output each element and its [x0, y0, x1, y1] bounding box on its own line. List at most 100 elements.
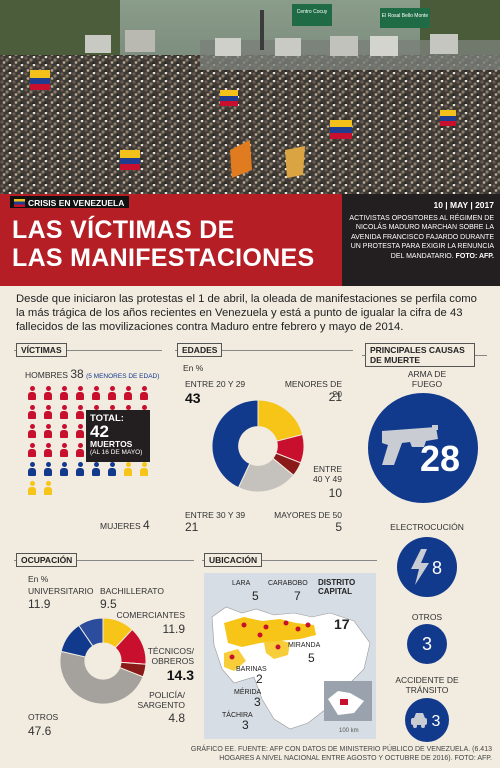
photo-caption: ACTIVISTAS OPOSITORES AL RÉGIMEN DE NICO…	[344, 214, 494, 261]
man-figure-icon	[60, 405, 68, 419]
man-figure-icon	[60, 462, 68, 476]
venezuela-map: 100 km	[204, 573, 376, 739]
man-figure-icon	[60, 386, 68, 400]
edades-label-40-49: ENTRE 40 Y 49	[313, 464, 342, 484]
edades-heading: EDADES	[177, 343, 223, 357]
man-figure-icon	[76, 443, 84, 457]
ocupacion-label-tecnicos: TÉCNICOS/ OBREROS	[147, 646, 194, 666]
men-row: HOMBRES 38 (5 MENORES DE EDAD)	[25, 367, 159, 381]
photo-date: 10 | MAY | 2017	[433, 200, 494, 210]
causas-heading: PRINCIPALES CAUSAS DE MUERTE	[365, 343, 475, 367]
man-figure-icon	[92, 386, 100, 400]
man-figure-icon	[44, 424, 52, 438]
svg-text:El Rosal Bello Monte: El Rosal Bello Monte	[382, 13, 429, 19]
ocupacion-label-universitario: UNIVERSITARIO	[28, 586, 94, 596]
protest-photo: Centro Cocuy El Rosal Bello Monte	[0, 0, 500, 194]
page-title-line2: LAS MANIFESTACIONES	[12, 244, 315, 272]
road-sign	[292, 4, 332, 26]
map-value-miranda: 5	[308, 651, 315, 665]
causa-label-electrocucion: ELECTROCUCIÓN	[390, 522, 464, 532]
map-value-carabobo: 7	[294, 589, 301, 603]
map-label-barinas: BARINAS	[236, 666, 267, 673]
map-value-distrito-capital: 17	[334, 616, 350, 632]
man-figure-icon	[108, 462, 116, 476]
ocupacion-donut-chart	[59, 617, 147, 705]
edades-slice	[211, 399, 259, 489]
photo-credit: FOTO: AFP.	[455, 252, 494, 260]
woman-figure-icon	[44, 481, 52, 495]
edades-label-mayores-50: MAYORES DE 50	[274, 510, 342, 520]
man-figure-icon	[76, 386, 84, 400]
edades-donut-chart	[211, 399, 305, 493]
men-note: (5 MENORES DE EDAD)	[86, 373, 160, 380]
map-value-merida: 3	[254, 695, 261, 709]
causa-circle-electrocucion: 8	[397, 537, 457, 597]
man-figure-icon	[28, 443, 36, 457]
total-box: TOTAL: 42 MUERTOS (AL 16 DE MAYO)	[86, 410, 150, 462]
ocupacion-label-bachillerato: BACHILLERATO	[100, 586, 164, 596]
causa-label-otros: OTROS	[411, 612, 443, 622]
lead-paragraph: Desde que iniciaron las protestas el 1 d…	[16, 293, 477, 333]
map-label-miranda: MIRANDA	[288, 642, 321, 649]
man-figure-icon	[60, 443, 68, 457]
man-figure-icon	[76, 462, 84, 476]
ocupacion-slice	[59, 650, 144, 705]
victimas-heading: VÍCTIMAS	[16, 343, 67, 357]
car-icon	[411, 713, 427, 728]
pistol-icon	[382, 425, 438, 465]
ocupacion-label-otros: OTROS	[28, 712, 59, 722]
man-figure-icon	[76, 424, 84, 438]
man-figure-icon	[108, 386, 116, 400]
map-value-barinas: 2	[256, 672, 263, 686]
man-figure-icon	[140, 386, 148, 400]
map-value-tachira: 3	[242, 718, 249, 732]
causa-circle-arma: 28	[368, 393, 478, 503]
causa-circle-accidente: 3	[405, 698, 449, 742]
map-label-carabobo: CARABOBO	[268, 580, 308, 587]
map-value-lara: 5	[252, 589, 259, 603]
edades-value-40-49: 10	[328, 486, 342, 500]
total-date: (AL 16 DE MAYO)	[90, 449, 143, 456]
edades-slice	[257, 399, 304, 442]
map-scale: 100 km	[339, 728, 359, 734]
header-band: CRISIS EN VENEZUELA LAS VÍCTIMAS DE LAS …	[0, 194, 500, 286]
svg-text:Centro Cocuy: Centro Cocuy	[297, 9, 328, 15]
section-tag-label: CRISIS EN VENEZUELA	[28, 197, 125, 208]
man-figure-icon	[28, 405, 36, 419]
causa-label-accidente: ACCIDENTE DE TRÁNSITO	[395, 675, 459, 695]
edades-value-mayores-50: 5	[335, 520, 342, 534]
edades-value-20-29: 43	[185, 390, 201, 406]
edades-label-menores-20: MENORES DE 20	[284, 379, 342, 399]
total-label: TOTAL:	[90, 413, 124, 424]
photo-caption-text: ACTIVISTAS OPOSITORES AL RÉGIMEN DE NICO…	[349, 215, 494, 260]
ocupacion-heading: OCUPACIÓN	[16, 553, 78, 567]
map-label-distrito-capital: DISTRITO CAPITAL	[318, 578, 356, 596]
edades-label-30-39: ENTRE 30 Y 39	[185, 510, 246, 520]
women-label: MUJERES	[100, 521, 141, 531]
edades-label-20-29: ENTRE 20 Y 29	[185, 379, 246, 389]
map-label-lara: LARA	[232, 580, 251, 587]
man-figure-icon	[44, 443, 52, 457]
edades-value-menores-20: 21	[328, 390, 342, 404]
causa-value-electrocucion: 8	[432, 558, 442, 578]
venezuela-flag-icon	[14, 198, 25, 207]
man-figure-icon	[92, 462, 100, 476]
man-figure-icon	[76, 405, 84, 419]
ocupacion-value-universitario: 11.9	[28, 597, 51, 611]
lightning-icon	[411, 549, 429, 585]
causa-value-otros: 3	[407, 624, 447, 664]
ocupacion-value-tecnicos: 14.3	[166, 667, 194, 683]
title-panel: CRISIS EN VENEZUELA LAS VÍCTIMAS DE LAS …	[0, 194, 342, 286]
ocupacion-label-policia: POLICÍA/ SARGENTO	[137, 690, 185, 710]
woman-figure-icon	[140, 462, 148, 476]
woman-figure-icon	[124, 462, 132, 476]
man-figure-icon	[28, 462, 36, 476]
man-figure-icon	[44, 405, 52, 419]
photo-caption-panel: 10 | MAY | 2017 ACTIVISTAS OPOSITORES AL…	[342, 194, 500, 286]
man-figure-icon	[124, 386, 132, 400]
ocupacion-value-policia: 4.8	[168, 711, 185, 725]
ocupacion-unit: En %	[28, 574, 49, 584]
map-label-tachira: TÁCHIRA	[222, 712, 253, 719]
ocupacion-slice	[78, 617, 104, 647]
man-figure-icon	[44, 462, 52, 476]
